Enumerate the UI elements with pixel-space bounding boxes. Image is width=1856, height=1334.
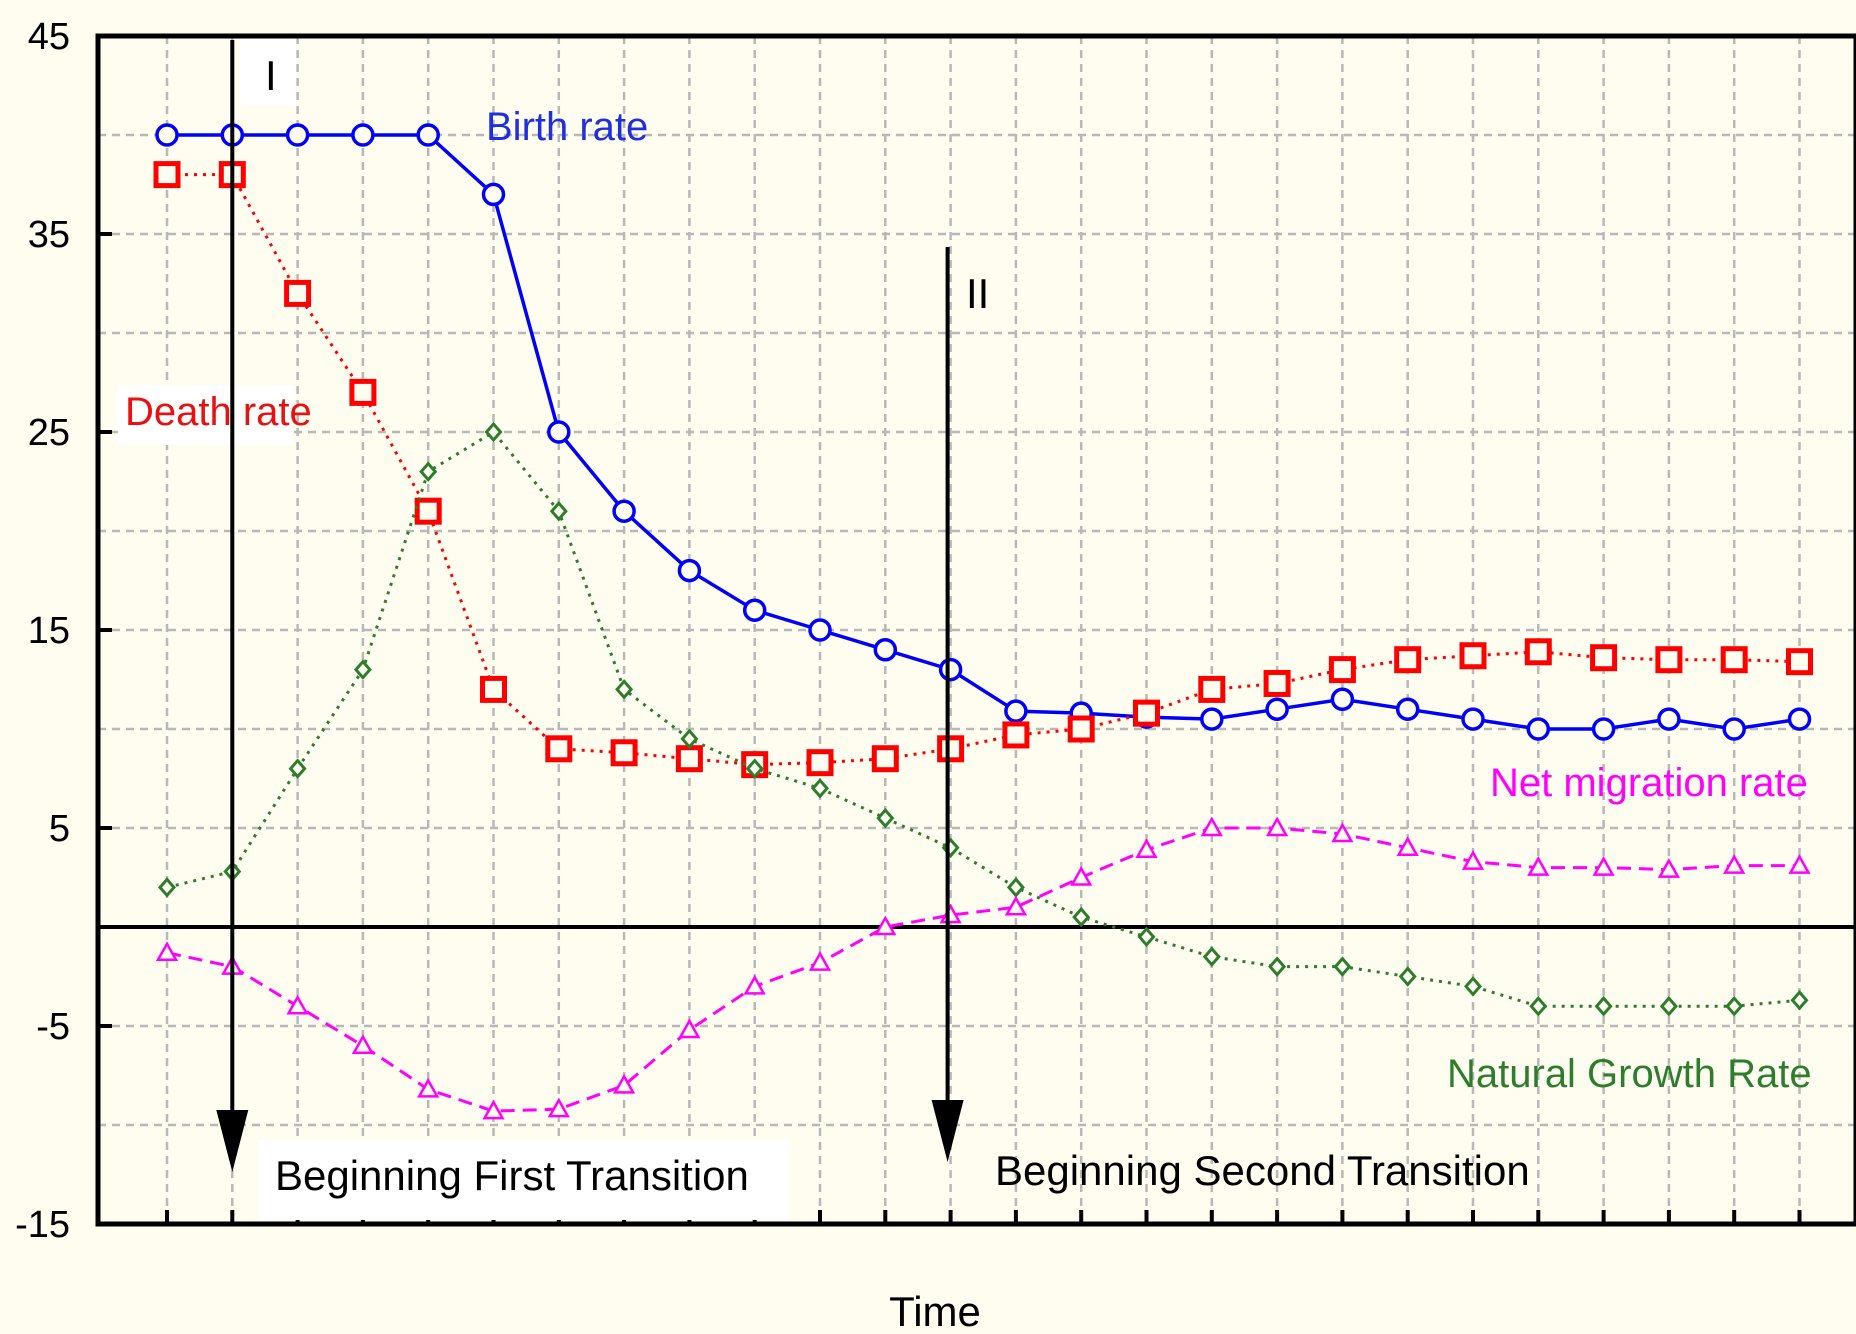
data-point-death-rate (1462, 645, 1484, 667)
marker-one-label: I (265, 52, 277, 99)
data-point-death-rate (1527, 641, 1549, 663)
data-point-birth-rate (418, 125, 438, 145)
data-point-death-rate (809, 752, 831, 774)
data-point-birth-rate (157, 125, 177, 145)
data-point-birth-rate (679, 561, 699, 581)
data-point-birth-rate (288, 125, 308, 145)
y-tick-label: -5 (36, 1006, 70, 1048)
data-point-birth-rate (484, 184, 504, 204)
data-point-death-rate (678, 748, 700, 770)
data-point-death-rate (156, 164, 178, 186)
data-point-birth-rate (875, 640, 895, 660)
data-point-death-rate (1723, 649, 1745, 671)
data-point-birth-rate (353, 125, 373, 145)
series-label-birth-rate: Birth rate (486, 105, 648, 149)
data-point-death-rate (1658, 649, 1680, 671)
data-point-birth-rate (1398, 699, 1418, 719)
data-point-birth-rate (1528, 719, 1548, 739)
y-tick-label: 35 (28, 214, 70, 256)
data-point-death-rate (417, 500, 439, 522)
data-point-birth-rate (1463, 709, 1483, 729)
data-point-birth-rate (745, 600, 765, 620)
data-point-death-rate (1005, 724, 1027, 746)
data-point-birth-rate (1006, 701, 1026, 721)
data-point-death-rate (1331, 659, 1353, 681)
data-point-death-rate (1397, 649, 1419, 671)
second-transition-label: Beginning Second Transition (995, 1147, 1530, 1194)
series-label-death-rate: Death rate (125, 390, 312, 434)
data-point-death-rate (940, 738, 962, 760)
data-point-birth-rate (1332, 689, 1352, 709)
data-point-birth-rate (810, 620, 830, 640)
data-point-death-rate (1070, 718, 1092, 740)
y-tick-label: -15 (15, 1204, 70, 1246)
series-label-natural-growth-rate: Natural Growth Rate (1447, 1052, 1812, 1096)
data-point-birth-rate (1267, 699, 1287, 719)
y-tick-label: 15 (28, 610, 70, 652)
data-point-birth-rate (1790, 709, 1810, 729)
data-point-death-rate (613, 742, 635, 764)
data-point-death-rate (352, 381, 374, 403)
series-label-net-migration-rate: Net migration rate (1490, 761, 1808, 805)
data-point-death-rate (1266, 672, 1288, 694)
data-point-death-rate (483, 678, 505, 700)
data-point-birth-rate (1594, 719, 1614, 739)
data-point-death-rate (874, 748, 896, 770)
y-tick-label: 25 (28, 412, 70, 454)
data-point-birth-rate (1202, 709, 1222, 729)
data-point-birth-rate (549, 422, 569, 442)
data-point-death-rate (287, 282, 309, 304)
y-tick-label: 45 (28, 16, 70, 58)
data-point-birth-rate (1724, 719, 1744, 739)
y-tick-label: 5 (49, 808, 70, 850)
data-point-birth-rate (614, 501, 634, 521)
data-point-death-rate (1593, 647, 1615, 669)
data-point-death-rate (548, 738, 570, 760)
data-point-death-rate (1201, 678, 1223, 700)
first-transition-label: Beginning First Transition (275, 1152, 749, 1199)
marker-two-label: II (966, 270, 989, 317)
data-point-death-rate (1136, 702, 1158, 724)
data-point-death-rate (1789, 651, 1811, 673)
x-axis-label: Time (889, 1288, 981, 1334)
data-point-birth-rate (941, 660, 961, 680)
data-point-birth-rate (1659, 709, 1679, 729)
